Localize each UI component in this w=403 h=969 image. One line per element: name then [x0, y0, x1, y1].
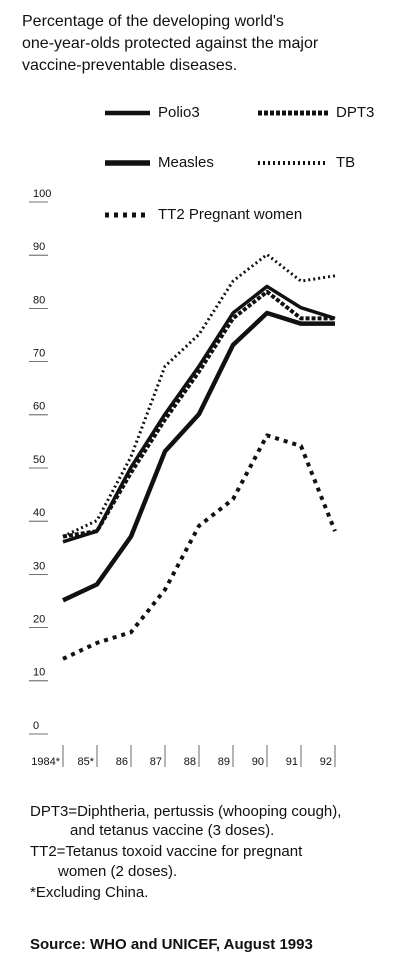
legend-label: Polio3	[158, 104, 200, 121]
y-tick-label: 70	[33, 348, 45, 360]
y-tick-label: 30	[33, 560, 45, 572]
y-tick-label: 40	[33, 507, 45, 519]
x-tick-label: 89	[218, 756, 230, 768]
y-tick-label: 100	[33, 188, 51, 200]
chart-title: one-year-olds protected against the majo…	[22, 35, 319, 52]
legend-label: Measles	[158, 154, 214, 171]
note: *Excluding China.	[30, 884, 148, 901]
y-tick-label: 90	[33, 241, 45, 253]
series-line	[62, 433, 337, 661]
note: DPT3=Diphtheria, pertussis (whooping cou…	[30, 803, 341, 820]
x-tick-label: 88	[184, 756, 196, 768]
legend-label: DPT3	[336, 104, 374, 121]
x-tick-label: 92	[320, 756, 332, 768]
series-line	[62, 310, 335, 603]
source: Source: WHO and UNICEF, August 1993	[30, 936, 313, 953]
x-tick-label: 85*	[77, 756, 94, 768]
chart-title: vaccine-preventable diseases.	[22, 57, 237, 74]
series-line	[62, 289, 335, 539]
x-tick-label: 87	[150, 756, 162, 768]
legend-label: TT2 Pregnant women	[158, 206, 302, 223]
series-line	[62, 284, 336, 544]
y-tick-label: 80	[33, 294, 45, 306]
legend-label: TB	[336, 154, 355, 171]
y-tick-label: 0	[33, 720, 39, 732]
x-tick-label: 1984*	[31, 756, 60, 768]
note: TT2=Tetanus toxoid vaccine for pregnant	[30, 843, 303, 860]
note: and tetanus vaccine (3 doses).	[70, 822, 274, 839]
x-tick-label: 90	[252, 756, 264, 768]
chart-title: Percentage of the developing world's	[22, 13, 284, 30]
y-tick-label: 20	[33, 614, 45, 626]
y-tick-label: 50	[33, 454, 45, 466]
note: women (2 doses).	[57, 863, 177, 880]
x-tick-label: 86	[116, 756, 128, 768]
series-line	[62, 253, 336, 538]
y-tick-label: 60	[33, 401, 45, 413]
x-tick-label: 91	[286, 756, 298, 768]
y-tick-label: 10	[33, 667, 45, 679]
